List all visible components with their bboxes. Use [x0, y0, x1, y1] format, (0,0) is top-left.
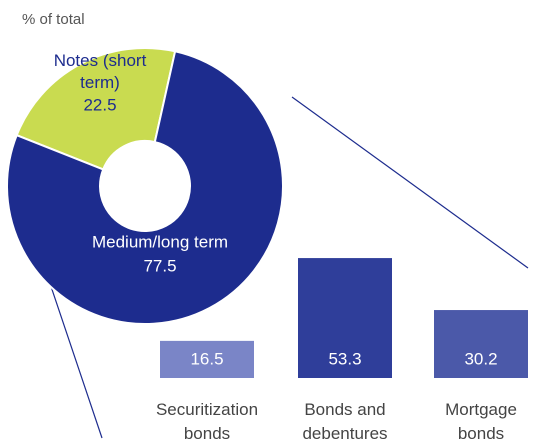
bar-value-label: 16.5 — [190, 349, 223, 368]
slice-value: 22.5 — [83, 95, 116, 114]
category-label: Securitization bonds — [156, 400, 258, 443]
bar — [160, 340, 254, 378]
slice-label: Medium/long term — [92, 232, 228, 251]
category-label: Mortgage bonds — [445, 400, 517, 443]
category-label: Bonds and debentures — [302, 400, 387, 443]
bar — [298, 258, 392, 378]
connector-line — [291, 96, 529, 269]
slice-value: 77.5 — [143, 256, 176, 275]
bar-value-label: 53.3 — [328, 349, 361, 368]
donut-slice — [15, 47, 177, 171]
bar-value-label: 30.2 — [464, 349, 497, 368]
bar — [434, 310, 528, 378]
donut-slice — [6, 50, 284, 325]
subtitle: % of total — [22, 11, 85, 28]
slice-label: Notes (short term) — [54, 51, 147, 92]
